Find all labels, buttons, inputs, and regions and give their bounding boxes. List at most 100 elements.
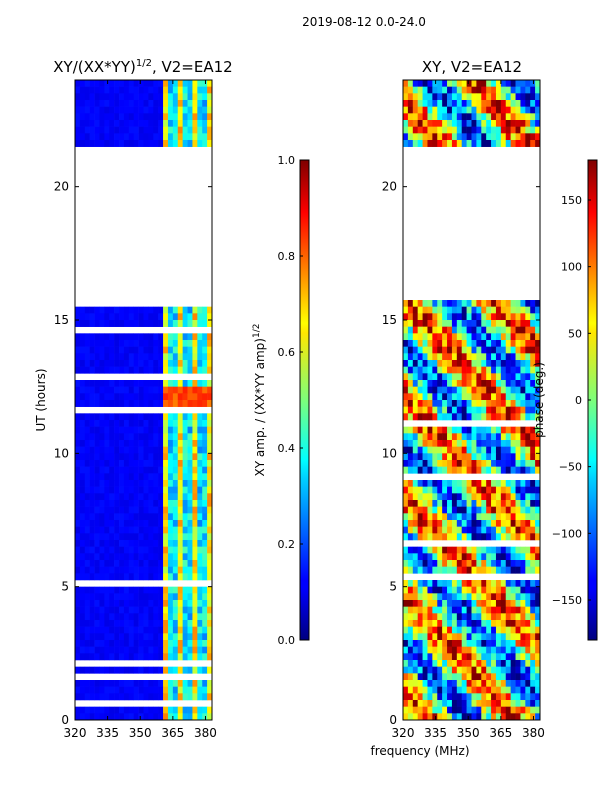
heatmap-cell xyxy=(417,366,423,374)
heatmap-cell xyxy=(447,660,453,667)
heatmap-cell xyxy=(530,300,536,307)
heatmap-cell xyxy=(79,500,86,507)
heatmap-cell xyxy=(163,560,169,567)
heatmap-cell xyxy=(481,633,487,641)
heatmap-cell xyxy=(167,646,174,654)
heatmap-cell xyxy=(207,340,213,347)
heatmap-cell xyxy=(535,440,541,447)
heatmap-cell xyxy=(422,700,428,707)
heatmap-cell xyxy=(417,346,423,354)
heatmap-cell xyxy=(128,493,135,501)
heatmap-cell xyxy=(143,493,149,501)
heatmap-cell xyxy=(451,526,458,534)
heatmap-cell xyxy=(447,586,453,594)
heatmap-cell xyxy=(491,513,497,521)
heatmap-cell xyxy=(451,433,458,441)
heatmap-cell xyxy=(143,553,149,561)
heatmap-cell xyxy=(442,366,448,374)
heatmap-cell xyxy=(520,413,526,421)
heatmap-cell xyxy=(104,686,110,694)
heatmap-cell xyxy=(432,366,438,374)
heatmap-cell xyxy=(75,413,81,421)
heatmap-cell xyxy=(114,473,120,481)
heatmap-cell xyxy=(153,453,159,461)
heatmap-cell xyxy=(451,400,458,407)
heatmap-cell xyxy=(99,506,105,514)
heatmap-cell xyxy=(535,533,541,541)
heatmap-cell xyxy=(167,626,174,634)
heatmap-cell xyxy=(403,106,409,114)
heatmap-cell xyxy=(520,673,526,681)
heatmap-cell xyxy=(442,446,448,454)
heatmap-cell xyxy=(192,566,198,574)
heatmap-cell xyxy=(89,633,95,641)
heatmap-cell xyxy=(119,453,125,461)
heatmap-cell xyxy=(94,500,100,507)
heatmap-cell xyxy=(422,486,428,494)
heatmap-cell xyxy=(99,606,105,614)
heatmap-cell xyxy=(202,366,208,374)
heatmap-cell xyxy=(148,320,154,327)
heatmap-cell xyxy=(123,540,130,547)
heatmap-cell xyxy=(163,366,169,374)
heatmap-cell xyxy=(505,506,511,514)
heatmap-cell xyxy=(187,486,193,494)
heatmap-cell xyxy=(471,313,477,321)
heatmap-cell xyxy=(187,460,193,467)
heatmap-cell xyxy=(437,593,443,601)
heatmap-cell xyxy=(510,713,516,721)
heatmap-cell xyxy=(407,446,414,454)
heatmap-cell xyxy=(525,300,531,307)
heatmap-cell xyxy=(525,466,531,474)
heatmap-cell xyxy=(456,673,463,681)
heatmap-cell xyxy=(403,300,409,307)
heatmap-cell xyxy=(461,500,467,507)
heatmap-cell xyxy=(79,120,86,127)
heatmap-cell xyxy=(471,373,477,381)
heatmap-cell xyxy=(422,433,428,441)
heatmap-cell xyxy=(182,460,188,467)
heatmap-cell xyxy=(471,480,477,487)
heatmap-cell xyxy=(417,613,423,621)
heatmap-cell xyxy=(491,380,497,387)
heatmap-cell xyxy=(486,393,492,401)
heatmap-cell xyxy=(505,526,511,534)
heatmap-cell xyxy=(476,346,482,354)
heatmap-cell xyxy=(94,666,100,674)
heatmap-cell xyxy=(403,446,409,454)
heatmap-cell xyxy=(535,406,541,414)
heatmap-cell xyxy=(432,353,438,361)
heatmap-cell xyxy=(104,346,110,354)
heatmap-cell xyxy=(167,513,174,521)
heatmap-cell xyxy=(163,386,169,394)
heatmap-cell xyxy=(153,313,159,321)
heatmap-cell xyxy=(197,666,203,674)
heatmap-cell xyxy=(84,513,90,521)
heatmap-cell xyxy=(461,580,467,587)
heatmap-cell xyxy=(407,686,414,694)
heatmap-cell xyxy=(525,126,531,134)
heatmap-cell xyxy=(197,640,203,647)
heatmap-cell xyxy=(99,646,105,654)
heatmap-cell xyxy=(167,426,174,434)
heatmap-cell xyxy=(481,513,487,521)
heatmap-cell xyxy=(486,100,492,107)
heatmap-cell xyxy=(491,713,497,721)
heatmap-cell xyxy=(466,333,472,341)
heatmap-cell xyxy=(197,500,203,507)
heatmap-cell xyxy=(79,540,86,547)
heatmap-cell xyxy=(109,480,115,487)
heatmap-cell xyxy=(153,500,159,507)
heatmap-cell xyxy=(491,653,497,661)
x-tick-label: 380 xyxy=(194,726,217,740)
heatmap-cell xyxy=(104,513,110,521)
heatmap-cell xyxy=(461,140,467,147)
heatmap-cell xyxy=(182,473,188,481)
heatmap-cell xyxy=(412,93,418,101)
heatmap-cell xyxy=(207,573,213,581)
heatmap-cell xyxy=(432,400,438,407)
heatmap-cell xyxy=(153,680,159,687)
heatmap-cell xyxy=(525,686,531,694)
heatmap-cell xyxy=(128,100,135,107)
heatmap-cell xyxy=(114,553,120,561)
